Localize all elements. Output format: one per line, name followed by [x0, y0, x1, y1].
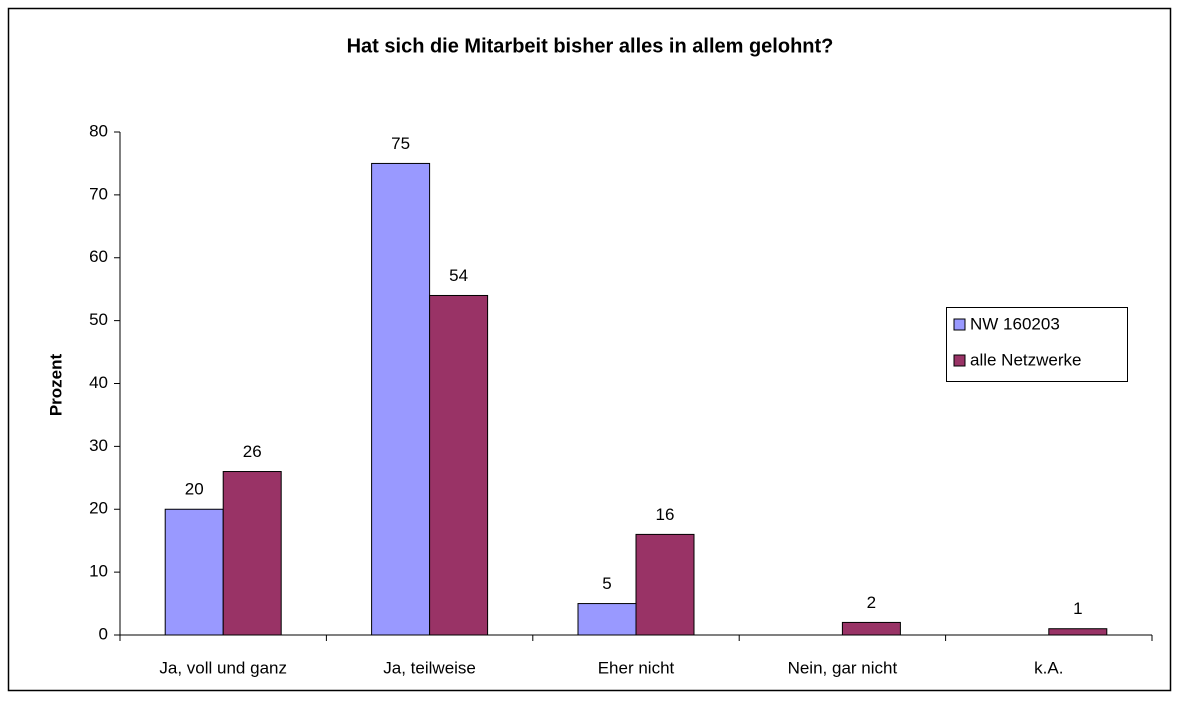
- data-label: 75: [391, 134, 410, 153]
- y-tick-label: 10: [89, 562, 108, 581]
- legend-swatch: [953, 354, 966, 367]
- data-label: 16: [656, 505, 675, 524]
- bar: [429, 294, 489, 636]
- bar: [164, 508, 224, 636]
- bar: [222, 471, 282, 636]
- y-tick-label: 20: [89, 499, 108, 518]
- y-tick-label: 40: [89, 373, 108, 392]
- legend-box: [946, 307, 1128, 382]
- data-label: 1: [1073, 599, 1082, 618]
- bar: [841, 621, 901, 636]
- y-tick-label: 70: [89, 184, 108, 203]
- data-label: 5: [602, 574, 611, 593]
- bar: [635, 533, 695, 636]
- bar: [1048, 628, 1108, 636]
- x-tick-label: Ja, teilweise: [383, 658, 476, 677]
- data-label: 2: [867, 593, 876, 612]
- bar: [371, 162, 431, 636]
- y-tick-label: 0: [99, 624, 108, 643]
- data-label: 20: [185, 480, 204, 499]
- y-axis-label: Prozent: [46, 353, 65, 416]
- x-tick-label: Nein, gar nicht: [788, 658, 898, 677]
- data-label: 54: [449, 266, 468, 285]
- y-tick-label: 30: [89, 436, 108, 455]
- y-tick-label: 60: [89, 247, 108, 266]
- bar: [577, 603, 637, 636]
- x-tick-label: k.A.: [1034, 658, 1063, 677]
- x-tick-label: Ja, voll und ganz: [159, 658, 287, 677]
- y-tick-label: 80: [89, 121, 108, 140]
- x-tick-label: Eher nicht: [598, 658, 675, 677]
- legend-swatch: [953, 318, 966, 331]
- legend-label: NW 160203: [970, 314, 1060, 333]
- chart-title: Hat sich die Mitarbeit bisher alles in a…: [347, 35, 834, 57]
- data-label: 26: [243, 442, 262, 461]
- y-tick-label: 50: [89, 310, 108, 329]
- legend-label: alle Netzwerke: [970, 350, 1082, 369]
